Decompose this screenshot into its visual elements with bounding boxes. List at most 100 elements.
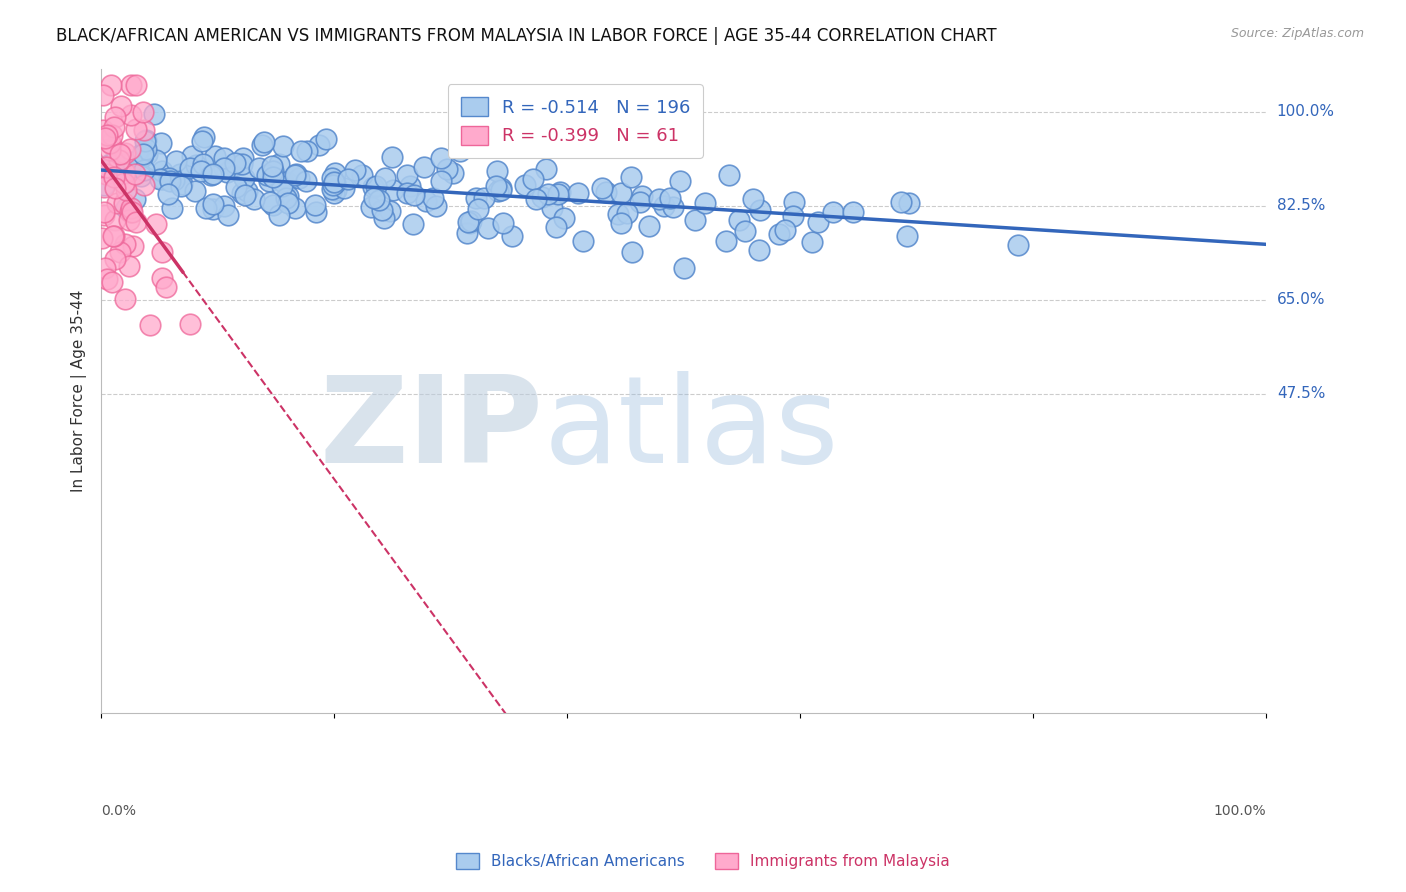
Point	[402, 187, 425, 202]
Text: 100.0%: 100.0%	[1277, 104, 1334, 119]
Point	[202, 202, 225, 217]
Point	[322, 186, 344, 200]
Legend: R = -0.514   N = 196, R = -0.399   N = 61: R = -0.514 N = 196, R = -0.399 N = 61	[449, 84, 703, 158]
Point	[501, 228, 523, 243]
Point	[103, 170, 125, 185]
Point	[284, 201, 307, 215]
Point	[620, 244, 643, 259]
Point	[378, 204, 401, 219]
Point	[121, 238, 143, 252]
Point	[366, 179, 388, 194]
Point	[135, 133, 157, 147]
Point	[668, 174, 690, 188]
Point	[150, 245, 173, 260]
Point	[131, 150, 153, 164]
Point	[371, 202, 394, 217]
Point	[231, 156, 253, 170]
Point	[441, 166, 464, 180]
Point	[430, 174, 453, 188]
Point	[118, 212, 141, 227]
Point	[121, 155, 143, 169]
Point	[191, 157, 214, 171]
Point	[149, 172, 172, 186]
Point	[114, 292, 136, 306]
Point	[163, 173, 186, 187]
Point	[567, 186, 589, 200]
Point	[232, 152, 254, 166]
Point	[262, 163, 284, 178]
Point	[98, 136, 121, 151]
Point	[489, 183, 512, 197]
Point	[271, 139, 294, 153]
Point	[104, 110, 127, 124]
Point	[101, 128, 124, 142]
Point	[728, 212, 751, 227]
Point	[472, 190, 495, 204]
Point	[250, 137, 273, 152]
Text: BLACK/AFRICAN AMERICAN VS IMMIGRANTS FROM MALAYSIA IN LABOR FORCE | AGE 35-44 CO: BLACK/AFRICAN AMERICAN VS IMMIGRANTS FRO…	[56, 27, 997, 45]
Point	[595, 186, 617, 200]
Y-axis label: In Labor Force | Age 35-44: In Labor Force | Age 35-44	[72, 290, 87, 492]
Point	[485, 178, 508, 193]
Point	[114, 145, 136, 160]
Point	[395, 186, 418, 200]
Point	[101, 275, 124, 289]
Point	[103, 120, 125, 134]
Point	[537, 186, 560, 201]
Point	[120, 78, 142, 92]
Point	[181, 149, 204, 163]
Point	[628, 195, 651, 210]
Point	[534, 162, 557, 177]
Point	[104, 213, 127, 227]
Point	[93, 205, 115, 219]
Point	[449, 144, 471, 158]
Point	[120, 201, 142, 215]
Point	[100, 136, 122, 151]
Point	[890, 195, 912, 210]
Point	[363, 191, 385, 205]
Point	[124, 168, 146, 182]
Point	[662, 200, 685, 214]
Point	[104, 181, 127, 195]
Point	[325, 183, 347, 197]
Point	[179, 317, 201, 331]
Point	[683, 213, 706, 227]
Point	[256, 168, 278, 182]
Point	[103, 229, 125, 244]
Point	[631, 188, 654, 202]
Point	[402, 217, 425, 231]
Point	[94, 260, 117, 275]
Point	[121, 205, 143, 219]
Point	[276, 175, 298, 189]
Point	[114, 183, 136, 197]
Point	[734, 224, 756, 238]
Point	[110, 157, 132, 171]
Point	[290, 144, 312, 158]
Point	[262, 160, 284, 174]
Point	[717, 169, 740, 183]
Point	[183, 184, 205, 198]
Point	[200, 168, 222, 182]
Text: ZIP: ZIP	[321, 371, 544, 488]
Point	[195, 201, 218, 215]
Point	[145, 217, 167, 231]
Point	[823, 205, 845, 219]
Point	[360, 200, 382, 214]
Point	[132, 105, 155, 120]
Point	[456, 226, 478, 240]
Point	[217, 208, 239, 222]
Point	[288, 171, 311, 186]
Point	[135, 146, 157, 161]
Point	[606, 207, 628, 221]
Point	[110, 99, 132, 113]
Point	[94, 131, 117, 145]
Point	[485, 164, 508, 178]
Point	[896, 229, 918, 244]
Point	[748, 243, 770, 257]
Point	[460, 214, 482, 228]
Point	[638, 219, 661, 233]
Point	[323, 166, 346, 180]
Point	[477, 220, 499, 235]
Point	[120, 108, 142, 122]
Point	[135, 142, 157, 156]
